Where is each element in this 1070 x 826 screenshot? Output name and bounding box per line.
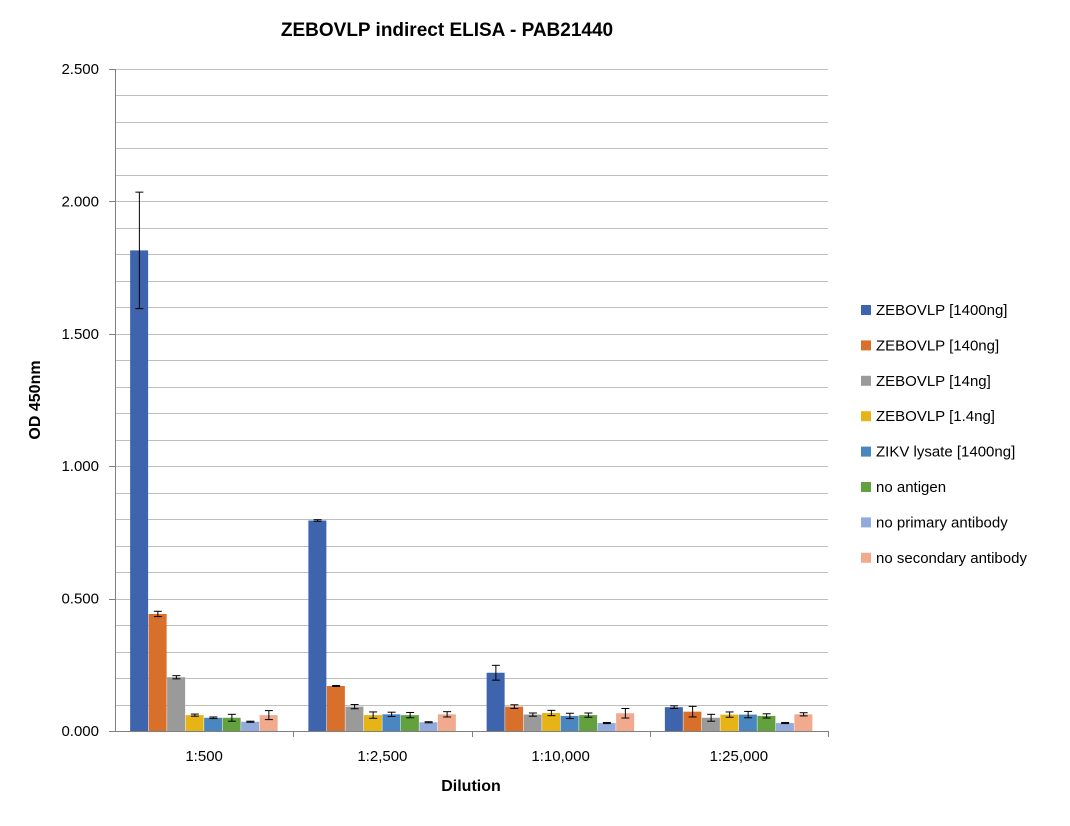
error-bars: [135, 191, 808, 725]
bar: [560, 715, 579, 731]
y-axis-title: OD 450nm: [27, 360, 44, 439]
y-tick-label: 1.000: [61, 458, 99, 475]
x-tick-label: 1:10,000: [531, 748, 589, 765]
y-tick-label: 0.000: [61, 723, 99, 740]
bar: [148, 613, 167, 731]
bar: [326, 685, 345, 731]
bar: [167, 677, 186, 731]
x-tick-label: 1:2,500: [357, 748, 407, 765]
bar: [523, 714, 542, 731]
bar: [664, 707, 683, 731]
bar: [437, 714, 456, 731]
bar: [720, 714, 739, 731]
bar: [259, 715, 278, 731]
legend-label: no secondary antibody: [876, 550, 1027, 567]
bar: [204, 717, 223, 731]
bar: [775, 723, 794, 731]
gridlines: [115, 69, 828, 706]
legend-label: no antigen: [876, 479, 946, 496]
x-axis-title: Dilution: [441, 778, 501, 795]
bar: [241, 721, 260, 731]
bar: [542, 712, 561, 731]
bar: [683, 711, 702, 731]
axes: [109, 69, 829, 737]
legend-label: ZEBOVLP [14ng]: [876, 373, 991, 390]
legend-swatch: [861, 411, 871, 422]
bar: [597, 723, 616, 731]
legend-label: ZEBOVLP [140ng]: [876, 337, 999, 354]
bar: [400, 715, 419, 731]
legend-swatch: [861, 375, 871, 386]
bar: [738, 714, 757, 731]
bar: [419, 722, 438, 731]
bar: [505, 706, 524, 731]
legend-label: no primary antibody: [876, 514, 1008, 531]
legend-swatch: [861, 552, 871, 563]
bar: [363, 715, 382, 731]
legend-swatch: [861, 446, 871, 457]
legend-swatch: [861, 517, 871, 528]
bars: [130, 250, 813, 731]
legend-swatch: [861, 305, 871, 315]
y-tick-label: 2.000: [61, 193, 99, 210]
bar: [130, 250, 149, 731]
legend-label: ZEBOVLP [1400ng]: [876, 302, 1007, 319]
x-tick-label: 1:25,000: [710, 748, 768, 765]
y-tick-label: 0.500: [61, 591, 99, 608]
legend-label: ZEBOVLP [1.4ng]: [876, 408, 995, 425]
y-tick-label: 2.500: [61, 61, 99, 78]
legend-swatch: [861, 482, 871, 492]
bar: [757, 715, 776, 731]
bar: [185, 715, 204, 731]
chart-title: ZEBOVLP indirect ELISA - PAB21440: [281, 20, 613, 41]
legend-label: ZIKV lysate [1400ng]: [876, 444, 1015, 461]
bar: [794, 714, 813, 731]
x-tick-labels: 1:500 1:2,500 1:10,000 1:25,000: [185, 748, 768, 765]
y-tick-labels: 0.000 0.500 1.000 1.500 2.000 2.500: [61, 61, 99, 740]
x-tick-label: 1:500: [185, 748, 223, 765]
bar: [579, 715, 598, 731]
bar: [222, 717, 241, 731]
bar: [308, 520, 327, 731]
bar: [701, 717, 720, 731]
legend-swatch: [861, 340, 871, 351]
y-tick-label: 1.500: [61, 326, 99, 343]
bar: [345, 706, 364, 731]
bar: [486, 672, 505, 731]
bar: [382, 714, 401, 731]
bar: [616, 713, 635, 731]
legend: ZEBOVLP [1400ng] ZEBOVLP [140ng] ZEBOVLP […: [861, 302, 1027, 567]
